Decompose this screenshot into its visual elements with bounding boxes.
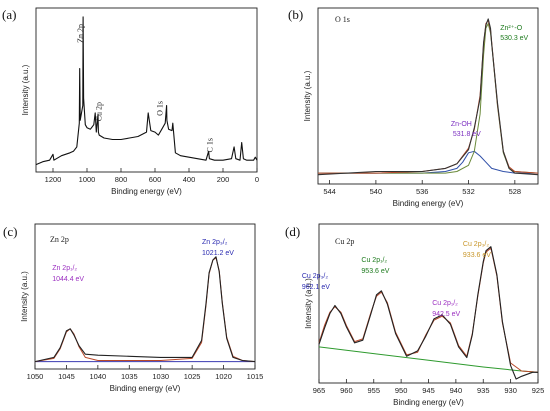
- series-line-4: [317, 18, 539, 176]
- peak-annotation: 1044.4 eV: [52, 276, 84, 283]
- x-tick-label: 1000: [79, 175, 96, 184]
- x-tick-label: 945: [422, 386, 435, 395]
- peak-annotation: Zn²⁺-O: [500, 25, 523, 32]
- plot-frame: [317, 7, 539, 185]
- x-tick-label: 536: [416, 187, 429, 196]
- x-tick-label: 950: [395, 386, 408, 395]
- peak-annotation: Zn 2p₁/₂: [52, 265, 77, 272]
- x-tick-label: 930: [504, 386, 517, 395]
- x-tick-label: 544: [323, 187, 336, 196]
- x-tick-label: 965: [313, 386, 326, 395]
- y-axis-title: Intensity (a.u.): [304, 278, 313, 329]
- x-tick-label: 0: [255, 175, 259, 184]
- plot-frame: [35, 7, 258, 173]
- panel-label: (a): [2, 7, 16, 22]
- x-axis-title: Binding energy (eV): [393, 199, 464, 208]
- x-tick-label: 1040: [90, 372, 107, 381]
- x-tick-label: 532: [462, 187, 475, 196]
- x-tick-label: 925: [532, 386, 545, 395]
- x-tick-label: 955: [367, 386, 380, 395]
- series-line-3: [318, 246, 538, 380]
- panel-title: Cu 2p: [335, 237, 354, 246]
- x-tick-label: 1035: [121, 372, 138, 381]
- x-tick-label: 540: [370, 187, 383, 196]
- x-tick-label: 1015: [247, 372, 264, 381]
- x-tick-label: 1030: [152, 372, 169, 381]
- series-line-3: [34, 256, 256, 363]
- peak-annotation: 531.8 eV: [453, 131, 481, 138]
- panel-d: (d) Cu 2p 965 960 955 950 945 940 935 930 925 Bindi…: [285, 223, 545, 407]
- y-axis-title: Intensity (a.u.): [20, 271, 29, 322]
- x-tick-label: 528: [509, 187, 522, 196]
- peak-annotation: C 1s: [206, 138, 215, 152]
- panel-label: (d): [285, 224, 300, 239]
- plot-frame: [34, 223, 256, 370]
- panel-a: (a) 1200 1000 800 600 400 200 0 Binding energy (…: [2, 7, 259, 196]
- x-tick-label: 935: [477, 386, 490, 395]
- panel-title: O 1s: [335, 15, 350, 24]
- peak-annotation: 1021.2 eV: [202, 250, 234, 257]
- peak-annotation: 942.5 eV: [432, 311, 460, 318]
- x-axis-title: Binding energy (eV): [110, 384, 181, 393]
- x-tick-label: 200: [217, 175, 230, 184]
- peak-annotation: Zn 2p₃/₂: [202, 239, 228, 246]
- x-tick-label: 800: [115, 175, 128, 184]
- series-line-1: [35, 16, 258, 166]
- peak-annotation: Cu 2p₁/₂: [361, 257, 387, 264]
- x-tick-label: 1045: [58, 372, 75, 381]
- y-axis-title: Intensity (a.u.): [303, 70, 312, 121]
- x-tick-label: 940: [450, 386, 463, 395]
- x-tick-label: 600: [149, 175, 162, 184]
- peak-annotation: 933.6 eV: [463, 252, 491, 259]
- peak-annotation: Cu 2p₃/₂: [302, 273, 328, 280]
- x-tick-label: 1025: [184, 372, 201, 381]
- panel-b: (b) O 1s 544 540 536 532 528 Binding energy (eV…: [288, 7, 539, 208]
- peak-annotation: Zn-OH: [451, 121, 472, 128]
- panel-label: (c): [3, 224, 17, 239]
- panel-c: (c) Zn 2p 1050 1045 1040 1035 1030 1025 1020 1015…: [3, 223, 264, 393]
- peak-annotation: 530.3 eV: [500, 35, 528, 42]
- x-tick-label: 1200: [45, 175, 62, 184]
- peak-annotation: 962.1 eV: [302, 284, 330, 291]
- peak-annotation: O 1s: [156, 101, 165, 116]
- x-tick-label: 400: [183, 175, 196, 184]
- peak-annotation: Cu 2p: [94, 102, 103, 121]
- peak-annotation: Cu 2p₁/₂: [432, 300, 458, 307]
- x-axis-title: Binding energy (eV): [393, 398, 464, 407]
- peak-annotation: Zn 2p: [76, 24, 85, 43]
- x-tick-label: 1020: [215, 372, 232, 381]
- x-tick-label: 960: [340, 386, 353, 395]
- panel-label: (b): [288, 7, 303, 22]
- peak-annotation: Cu 2p₃/₂: [463, 241, 489, 248]
- x-tick-label: 1050: [27, 372, 44, 381]
- y-axis-title: Intensity (a.u.): [21, 64, 30, 115]
- peak-annotation: 953.6 eV: [361, 268, 389, 275]
- panel-title: Zn 2p: [50, 235, 69, 244]
- x-axis-title: Binding energy (eV): [111, 187, 182, 196]
